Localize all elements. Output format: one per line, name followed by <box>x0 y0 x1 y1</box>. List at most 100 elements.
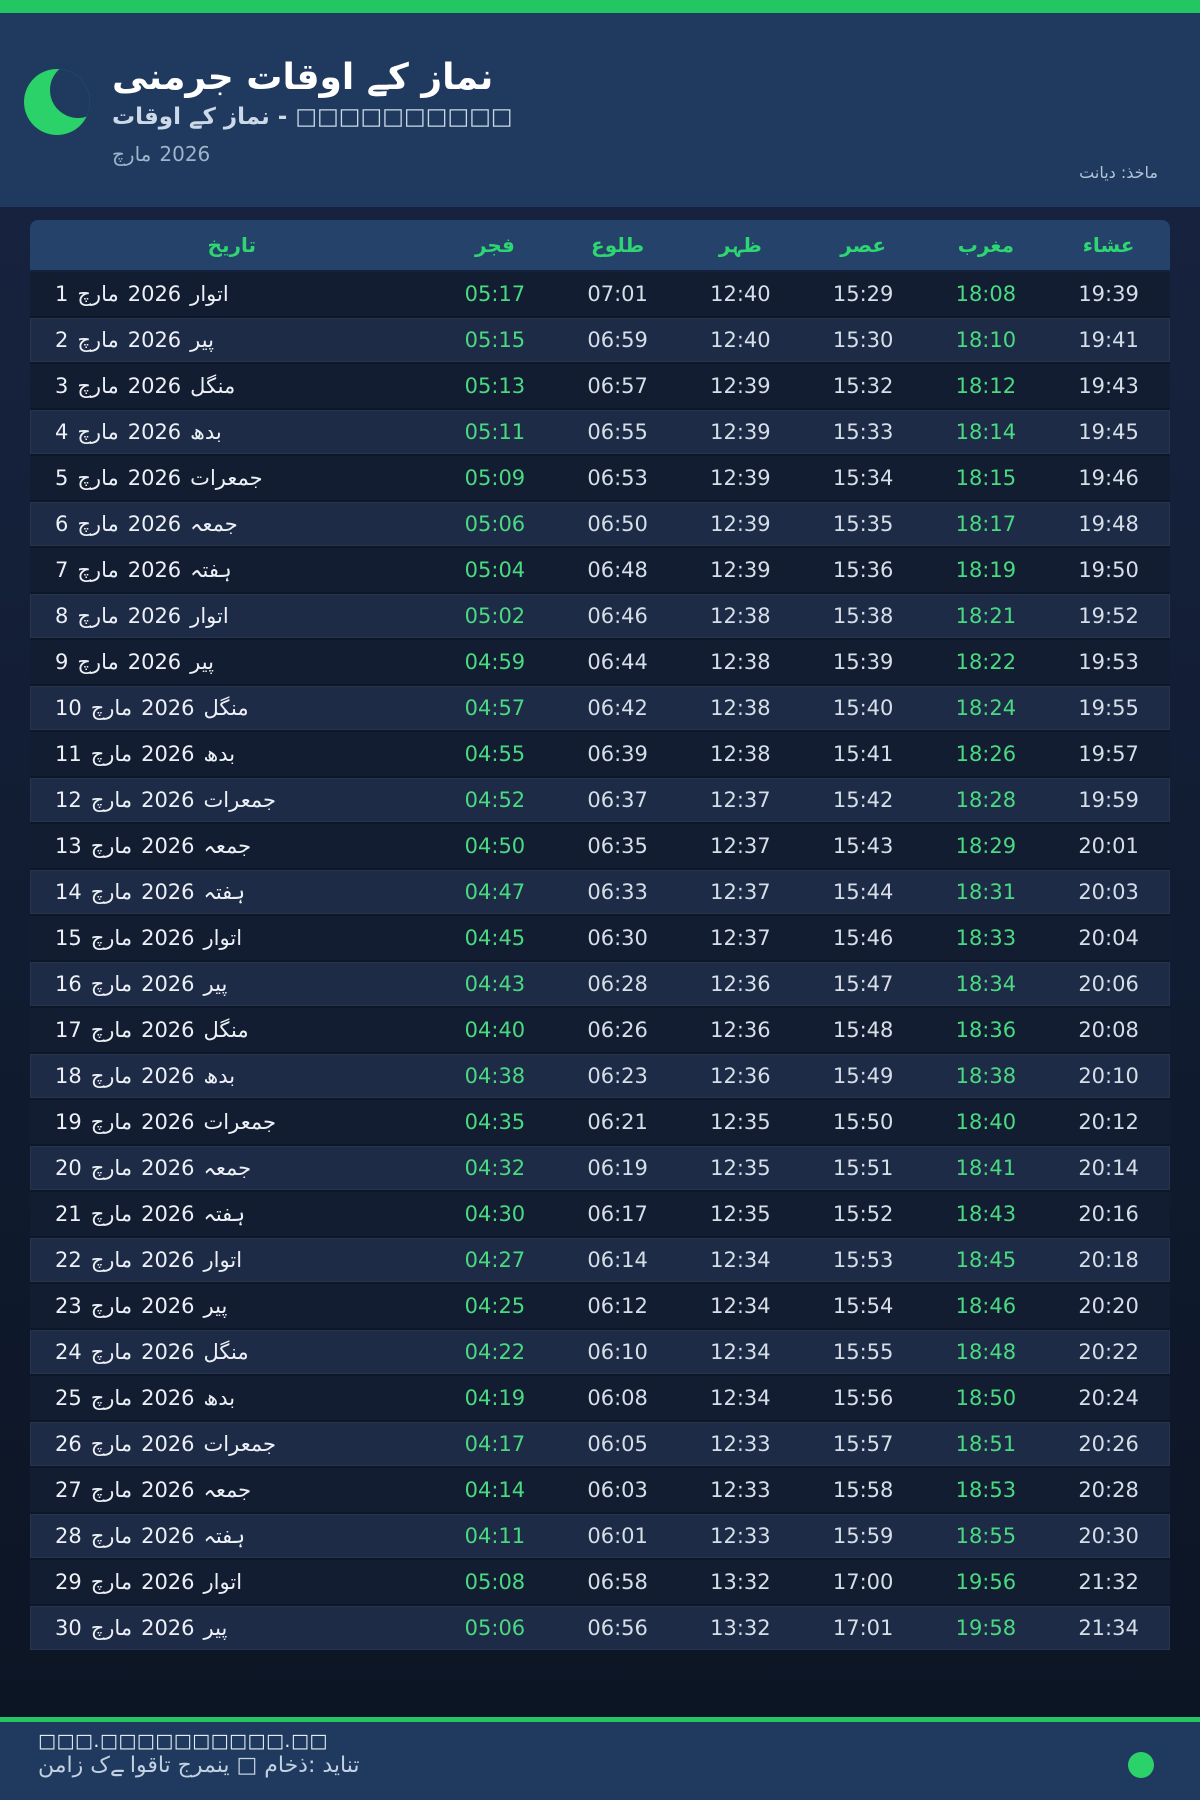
cell-isha: 20:06 <box>1078 972 1139 996</box>
cell-sunrise: 06:26 <box>587 1018 648 1042</box>
date-month: مارچ <box>77 282 119 306</box>
cell-sunrise: 06:35 <box>587 834 648 858</box>
cell-sunrise: 06:21 <box>587 1110 648 1134</box>
date-day: 17 <box>55 1018 82 1042</box>
date-day: 9 <box>55 650 69 674</box>
source-attribution: ماخذ: دیانت <box>1079 163 1158 182</box>
cell-isha: 20:22 <box>1078 1340 1139 1364</box>
cell-fajr: 04:40 <box>464 1018 526 1042</box>
cell-isha: 19:57 <box>1078 742 1139 766</box>
date-weekday: ہفتہ <box>203 1202 246 1226</box>
column-header-asr: عصر <box>840 233 887 257</box>
cell-sunrise: 06:39 <box>587 742 648 766</box>
cell-sunrise: 06:58 <box>587 1570 648 1594</box>
cell-maghrib: 18:14 <box>955 420 1017 444</box>
cell-zuhr: 12:35 <box>710 1110 771 1134</box>
cell-isha: 20:26 <box>1078 1432 1139 1456</box>
date-year: 2026 <box>141 742 195 766</box>
cell-date: 15 مارچ 2026 اتوار <box>30 926 434 950</box>
cell-maghrib: 19:56 <box>955 1570 1017 1594</box>
date-year: 2026 <box>141 1018 195 1042</box>
date-year: 2026 <box>127 374 182 398</box>
cell-zuhr: 12:38 <box>710 696 771 720</box>
date-month: مارچ <box>90 972 133 996</box>
cell-date: 17 مارچ 2026 منگل <box>30 1018 434 1042</box>
page-title: نماز کے اوقات جرمنی <box>112 57 494 98</box>
table-row: 2 مارچ 2026 پیر 05:15 06:59 12:40 15:30 18:1… <box>30 318 1170 364</box>
cell-date: 20 مارچ 2026 جمعہ <box>30 1156 434 1180</box>
table-row: 6 مارچ 2026 جمعہ 05:06 06:50 12:39 15:35 18:… <box>30 502 1170 548</box>
cell-isha: 20:28 <box>1078 1478 1139 1502</box>
cell-maghrib: 18:15 <box>955 466 1017 490</box>
cell-asr: 15:38 <box>832 604 894 628</box>
cell-zuhr: 12:40 <box>710 328 771 352</box>
month-year-label: مارچ 2026 <box>112 142 513 166</box>
date-weekday: جمعرات <box>203 1110 276 1134</box>
column-header-fajr: فجر <box>474 233 515 257</box>
cell-maghrib: 18:50 <box>955 1386 1017 1410</box>
cell-isha: 20:01 <box>1078 834 1139 858</box>
date-month: مارچ <box>77 420 119 444</box>
cell-date: 1 مارچ 2026 اتوار <box>30 282 434 306</box>
cell-date: 3 مارچ 2026 منگل <box>30 374 434 398</box>
cell-date: 2 مارچ 2026 پیر <box>30 328 434 352</box>
cell-maghrib: 18:08 <box>955 282 1017 306</box>
cell-sunrise: 06:55 <box>587 420 648 444</box>
date-day: 20 <box>55 1156 82 1180</box>
cell-date: 5 مارچ 2026 جمعرات <box>30 466 434 490</box>
cell-date: 26 مارچ 2026 جمعرات <box>30 1432 434 1456</box>
date-year: 2026 <box>141 1478 195 1502</box>
date-day: 21 <box>55 1202 82 1226</box>
cell-date: 4 مارچ 2026 بدھ <box>30 420 434 444</box>
date-month: مارچ <box>90 788 133 812</box>
date-month: مارچ <box>90 742 133 766</box>
cell-zuhr: 12:36 <box>710 1064 771 1088</box>
date-day: 23 <box>55 1294 82 1318</box>
date-day: 7 <box>55 558 69 582</box>
main-content: تاریخ فجر طلوع ظہر عصر مغرب عشاء 1 مارچ … <box>0 207 1200 1717</box>
cell-date: 28 مارچ 2026 ہفتہ <box>30 1524 434 1548</box>
date-year: 2026 <box>141 1248 195 1272</box>
cell-date: 29 مارچ 2026 اتوار <box>30 1570 434 1594</box>
cell-asr: 15:44 <box>832 880 894 904</box>
cell-zuhr: 12:40 <box>710 282 771 306</box>
cell-sunrise: 06:08 <box>587 1386 648 1410</box>
cell-date: 11 مارچ 2026 بدھ <box>30 742 434 766</box>
date-day: 18 <box>55 1064 82 1088</box>
date-year: 2026 <box>141 696 195 720</box>
cell-maghrib: 18:17 <box>955 512 1017 536</box>
cell-isha: 19:45 <box>1078 420 1139 444</box>
cell-sunrise: 06:19 <box>587 1156 648 1180</box>
cell-zuhr: 12:34 <box>710 1386 771 1410</box>
date-month: مارچ <box>77 328 119 352</box>
table-row: 3 مارچ 2026 منگل 05:13 06:57 12:39 15:32 18:… <box>30 364 1170 410</box>
date-weekday: ہفتہ <box>190 558 232 582</box>
date-day: 30 <box>55 1616 82 1640</box>
cell-sunrise: 06:57 <box>587 374 648 398</box>
cell-zuhr: 12:36 <box>710 1018 771 1042</box>
date-month: مارچ <box>90 1202 133 1226</box>
cell-isha: 19:46 <box>1078 466 1139 490</box>
cell-zuhr: 12:39 <box>710 466 771 490</box>
date-year: 2026 <box>141 1202 195 1226</box>
date-weekday: جمعہ <box>203 834 252 858</box>
cell-sunrise: 06:10 <box>587 1340 648 1364</box>
cell-sunrise: 06:44 <box>587 650 648 674</box>
cell-sunrise: 06:12 <box>587 1294 648 1318</box>
date-month: مارچ <box>90 1524 133 1548</box>
cell-isha: 21:32 <box>1078 1570 1139 1594</box>
cell-fajr: 05:02 <box>464 604 526 628</box>
cell-maghrib: 18:40 <box>955 1110 1017 1134</box>
cell-date: 23 مارچ 2026 پیر <box>30 1294 434 1318</box>
cell-fajr: 05:06 <box>464 512 526 536</box>
cell-maghrib: 18:55 <box>955 1524 1017 1548</box>
date-year: 2026 <box>127 650 182 674</box>
cell-maghrib: 18:45 <box>955 1248 1017 1272</box>
date-day: 19 <box>55 1110 82 1134</box>
table-row: 10 مارچ 2026 منگل 04:57 06:42 12:38 15:40 18… <box>30 686 1170 732</box>
date-day: 11 <box>55 742 82 766</box>
cell-asr: 15:39 <box>832 650 894 674</box>
date-month: مارچ <box>77 650 119 674</box>
date-weekday: اتوار <box>190 282 229 306</box>
